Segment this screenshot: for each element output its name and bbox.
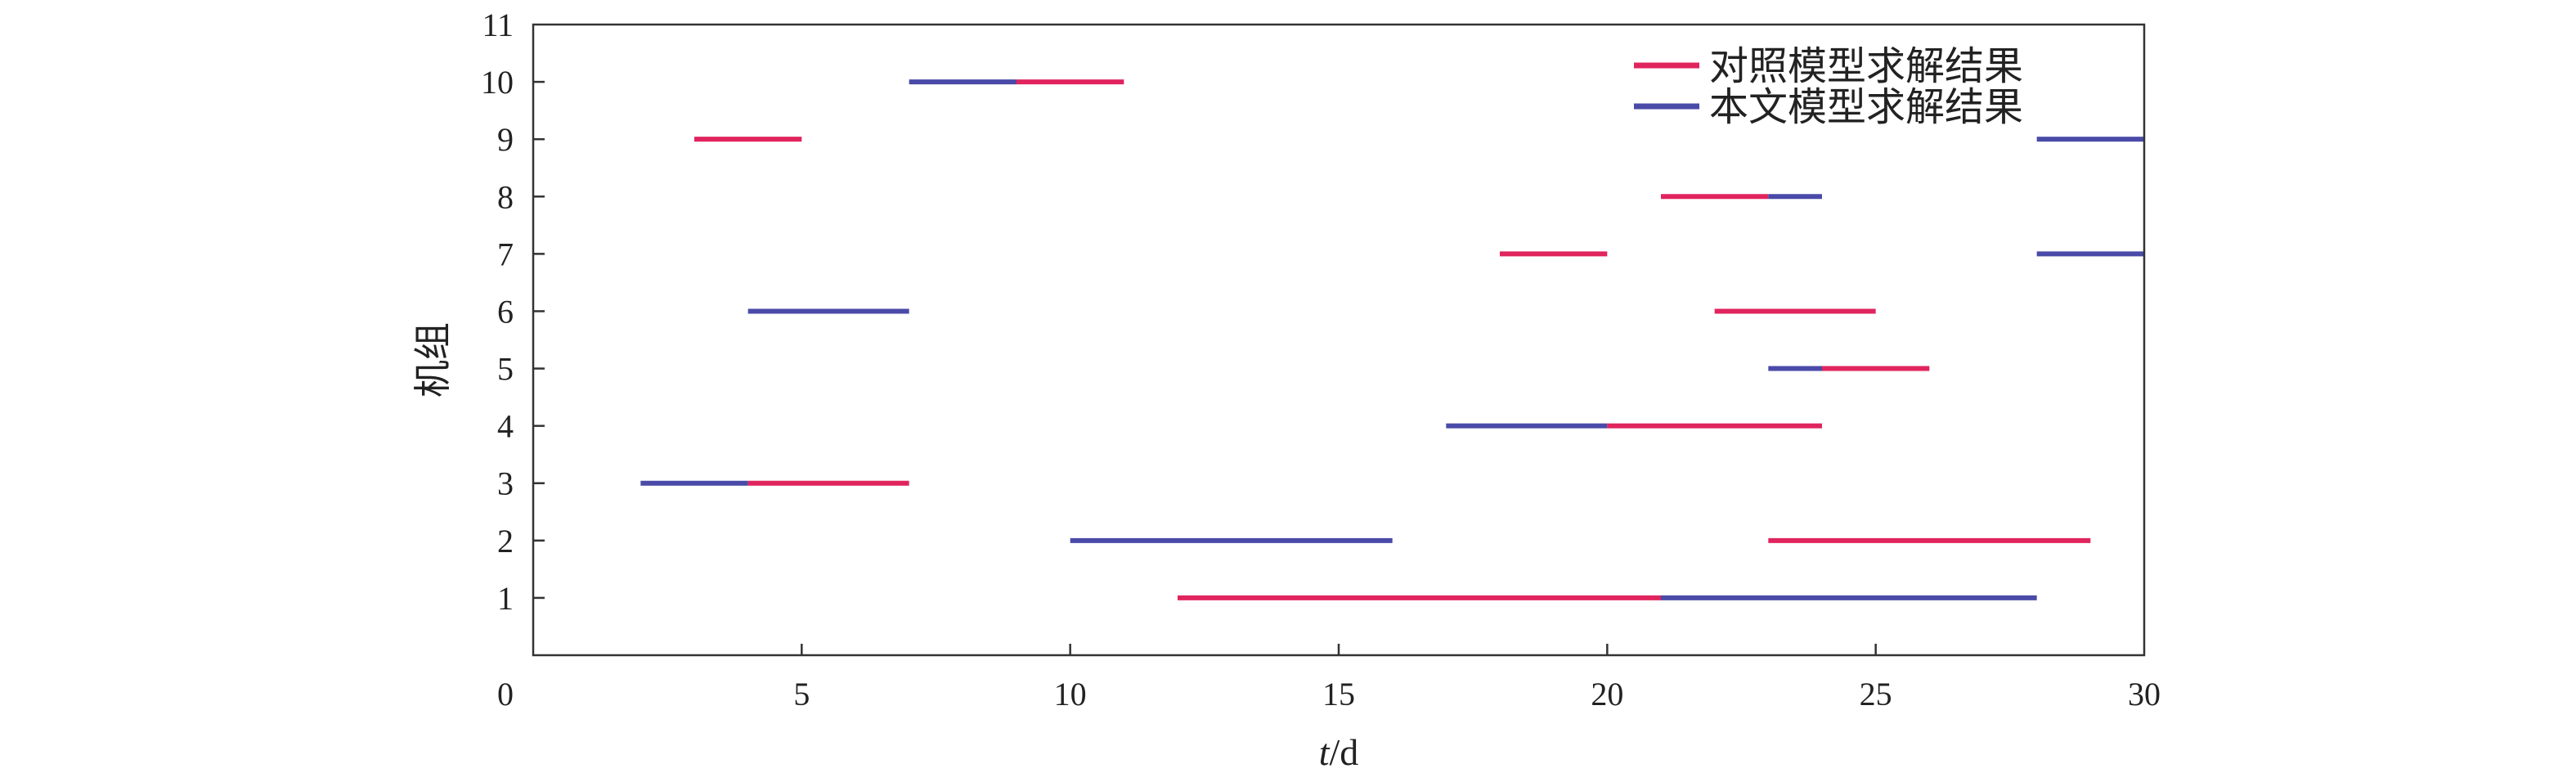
x-tick-label: 0 <box>497 676 514 712</box>
x-axis-label: t/d <box>1319 731 1359 773</box>
x-axis-ticks: 0 5 10 15 20 25 30 <box>497 644 2161 712</box>
y-tick-label: 6 <box>497 293 514 330</box>
y-tick-label: 8 <box>497 178 514 215</box>
y-tick-label: 9 <box>497 121 514 158</box>
y-tick-label: 3 <box>497 465 514 502</box>
x-tick-label: 15 <box>1322 676 1355 712</box>
legend: 对照模型求解结果 本文模型求解结果 <box>1634 45 2023 129</box>
y-tick-label: 7 <box>497 236 514 272</box>
x-axis-label-unit: /d <box>1330 731 1359 773</box>
y-tick-label: 4 <box>497 408 514 445</box>
x-axis-label-var: t <box>1319 731 1331 773</box>
x-tick-label: 25 <box>1860 676 1892 712</box>
y-tick-label: 5 <box>497 351 514 388</box>
x-tick-label: 30 <box>2128 676 2161 712</box>
y-tick-label: 2 <box>497 523 514 560</box>
y-axis-label: 机组 <box>412 322 454 398</box>
y-tick-label: 11 <box>482 7 514 43</box>
x-tick-label: 10 <box>1054 676 1087 712</box>
y-tick-label: 10 <box>481 64 514 101</box>
y-tick-label: 1 <box>497 580 514 617</box>
x-tick-label: 20 <box>1591 676 1623 712</box>
legend-label-control: 对照模型求解结果 <box>1709 45 2023 88</box>
legend-label-proposed: 本文模型求解结果 <box>1709 86 2023 129</box>
x-tick-label: 5 <box>793 676 810 712</box>
schedule-bars <box>640 79 2144 600</box>
y-axis-ticks: 1 2 3 4 5 6 7 8 9 10 11 <box>481 7 545 617</box>
